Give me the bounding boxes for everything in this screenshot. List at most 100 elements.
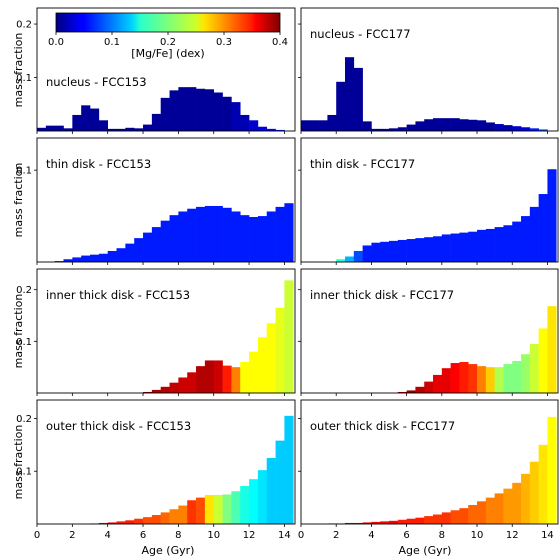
panel-5: 0.1 0.2 inner thick disk - FCC153	[16, 268, 296, 396]
bar	[538, 444, 548, 524]
panel-frame	[36, 137, 296, 263]
y-tick-label: 0.2	[16, 414, 32, 425]
bar	[63, 259, 73, 262]
bar	[415, 238, 425, 262]
bar	[415, 121, 425, 131]
bar	[512, 482, 522, 524]
panel-1: 0.1 0.2 nucleus - FCC153	[16, 7, 296, 134]
bar	[143, 391, 153, 393]
bar	[151, 389, 161, 393]
bar	[521, 354, 531, 393]
bar	[213, 360, 223, 393]
bar	[406, 518, 416, 524]
bar	[160, 220, 170, 262]
bar	[134, 518, 144, 524]
bar	[433, 374, 443, 393]
bar	[362, 522, 372, 524]
bar	[222, 96, 232, 131]
x-tick-label: 6	[403, 530, 409, 541]
y-tick-label: 0.2	[16, 20, 32, 31]
bar	[450, 510, 460, 524]
bar	[45, 125, 55, 131]
bar	[468, 505, 478, 524]
bar	[187, 500, 197, 524]
bar	[336, 259, 346, 262]
bar	[54, 261, 64, 262]
bar	[231, 367, 241, 393]
bar	[160, 512, 170, 524]
bar	[538, 328, 548, 393]
bar	[371, 128, 381, 131]
bar	[169, 382, 179, 393]
bar	[125, 127, 135, 131]
x-tick-label: 0	[34, 530, 40, 541]
bar	[204, 205, 215, 262]
bar	[213, 494, 223, 524]
bar	[187, 87, 197, 131]
bar	[503, 125, 513, 131]
bar	[468, 119, 478, 131]
bar	[125, 520, 135, 524]
bar	[275, 206, 285, 262]
bar	[284, 415, 294, 524]
bar	[231, 211, 241, 262]
bar	[187, 372, 197, 393]
bar	[178, 377, 188, 393]
panel-title: thin disk - FCC177	[310, 157, 415, 171]
bar	[459, 119, 469, 131]
panel-2: nucleus - FCC177	[298, 7, 559, 134]
x-tick-label: 4	[104, 530, 110, 541]
bar	[450, 233, 460, 262]
x-tick-label: 14	[278, 530, 291, 541]
bar	[257, 337, 268, 393]
bar	[371, 242, 381, 262]
y-tick-label: 0.2	[16, 285, 32, 296]
y-axis-label-row2: mass fraction	[12, 163, 25, 238]
bar	[240, 215, 250, 262]
bar	[151, 515, 161, 524]
bar	[441, 118, 451, 131]
bar	[309, 120, 319, 131]
bar	[397, 127, 407, 131]
bar	[160, 386, 170, 393]
bar	[512, 360, 522, 393]
bar	[494, 367, 504, 393]
bar	[406, 124, 416, 131]
colorbar-tick-label: 0.2	[160, 37, 176, 48]
bar	[336, 81, 346, 131]
bar	[477, 366, 487, 393]
bar	[345, 256, 355, 262]
y-axis-label-row4: mass fraction	[12, 425, 25, 500]
bar	[512, 221, 522, 262]
bar	[257, 470, 268, 524]
bar	[151, 227, 161, 262]
bar	[196, 366, 206, 393]
x-tick-label: 8	[439, 530, 445, 541]
bar	[37, 127, 47, 131]
panel-7: 0.1 0.2 0 2 4 6 8 10 12 14 outer thick disk - FCC1…	[16, 399, 296, 541]
bar	[521, 216, 531, 262]
panel-title: thin disk - FCC153	[46, 157, 151, 171]
bar	[178, 87, 188, 131]
panel-frame	[300, 7, 559, 132]
panel-title: inner thick disk - FCC177	[310, 288, 454, 302]
bar	[266, 128, 276, 131]
x-tick-label: 4	[368, 530, 374, 541]
bar	[98, 253, 108, 262]
bar	[169, 90, 179, 131]
bar	[204, 494, 215, 524]
panel-title: outer thick disk - FCC153	[46, 419, 191, 433]
bar	[468, 364, 478, 393]
bar	[459, 362, 469, 393]
bar	[54, 125, 64, 131]
bar	[397, 239, 407, 262]
bar	[143, 124, 153, 131]
bar	[196, 206, 206, 262]
panel-frame	[300, 399, 559, 525]
bar	[222, 494, 232, 524]
colorbar-tick-label: 0.1	[104, 37, 120, 48]
colorbar-ticks: 0.0 0.1 0.2 0.3 0.4	[48, 32, 288, 48]
bar	[415, 386, 425, 393]
bar	[503, 225, 513, 262]
